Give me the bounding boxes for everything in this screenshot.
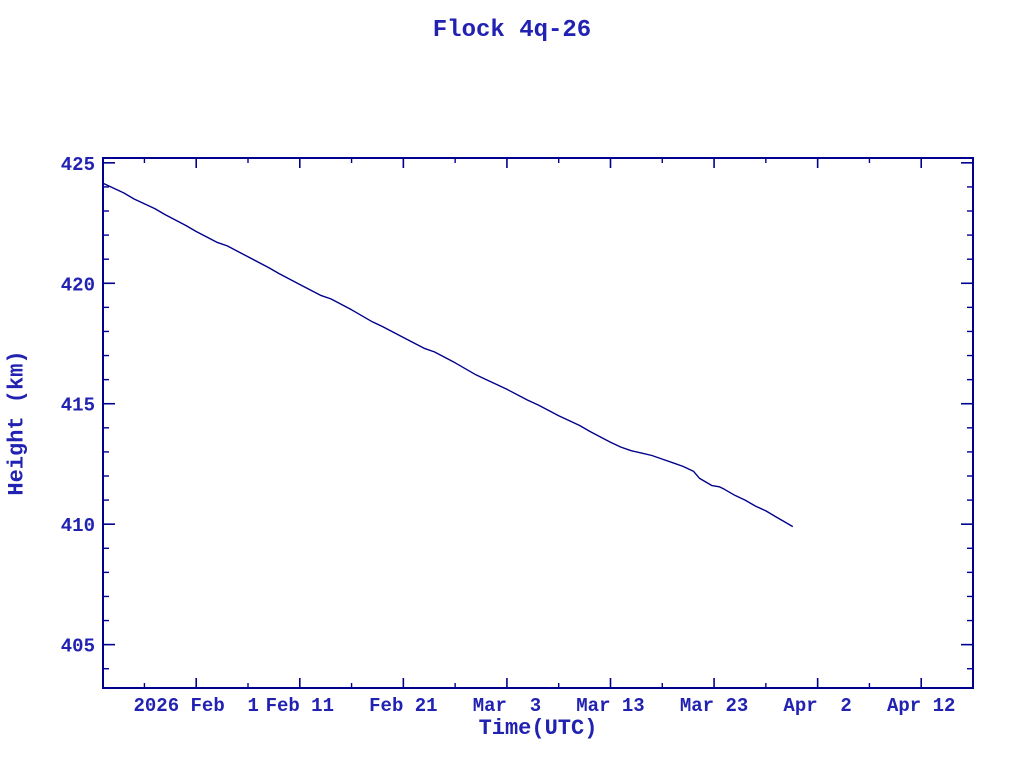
chart-title: Flock 4q-26 bbox=[432, 17, 592, 44]
y-tick-label: 420 bbox=[61, 274, 95, 296]
x-axis-label: Time(UTC) bbox=[478, 716, 598, 741]
y-tick-label: 415 bbox=[61, 395, 95, 417]
x-tick-label: Feb 11 bbox=[266, 695, 334, 717]
x-tick-label: Mar 23 bbox=[680, 695, 748, 717]
y-tick-label: 405 bbox=[61, 636, 95, 658]
plot-box bbox=[102, 157, 974, 689]
height-series-line bbox=[102, 182, 794, 528]
y-tick-label: 425 bbox=[61, 154, 95, 176]
x-tick-label: Apr 2 bbox=[783, 695, 851, 717]
x-tick-label: Mar 3 bbox=[473, 695, 541, 717]
x-tick-label: 2026 Feb 1 bbox=[134, 695, 259, 717]
x-tick-label: Feb 21 bbox=[369, 695, 437, 717]
x-tick-label: Apr 12 bbox=[887, 695, 955, 717]
x-tick-label: Mar 13 bbox=[576, 695, 644, 717]
y-tick-label: 410 bbox=[61, 515, 95, 537]
